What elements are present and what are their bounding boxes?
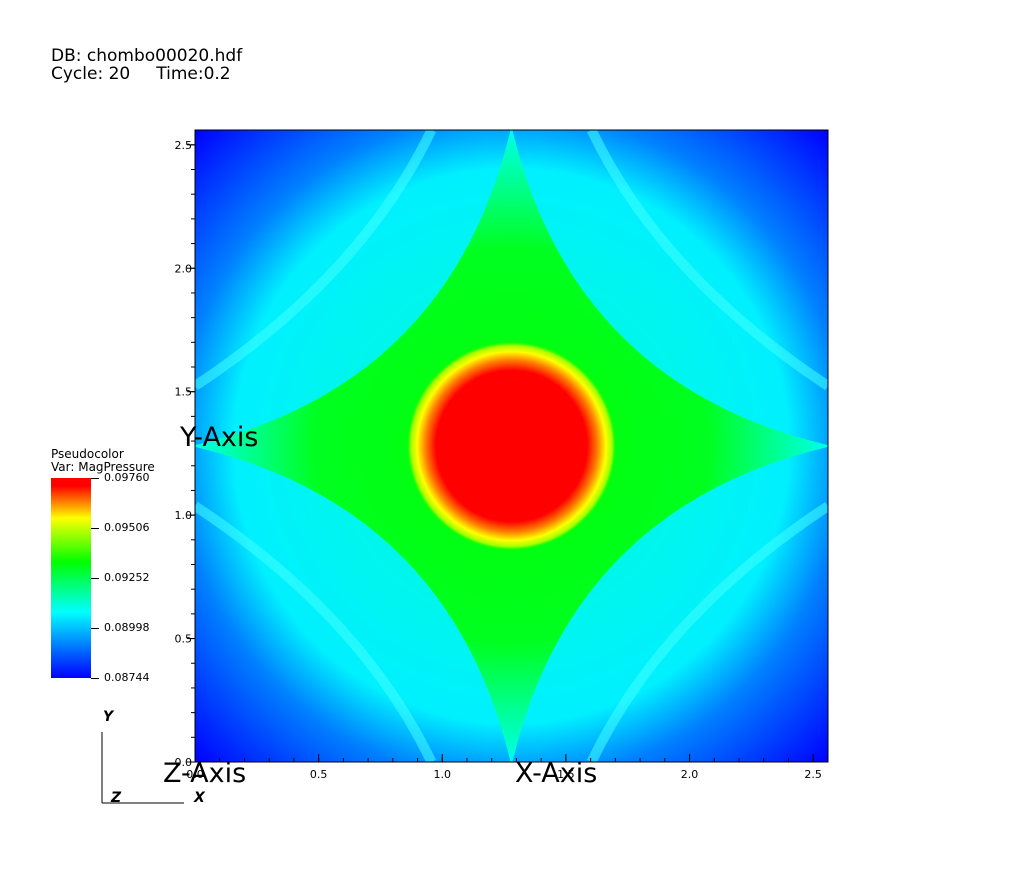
database-label: DB: chombo00020.hdf (51, 46, 243, 66)
colorbar-tick-label: 0.09252 (104, 571, 150, 584)
time-label: Time:0.2 (156, 64, 231, 84)
colorbar (51, 478, 91, 678)
x-tick-label: 1.0 (434, 768, 452, 781)
ridge-curve-3 (586, 501, 828, 762)
colorbar-tick-label: 0.09506 (104, 521, 150, 534)
y-tick-label: 0.0 (175, 756, 193, 769)
ridge-curve-0 (195, 130, 437, 391)
y-tick-label: 2.0 (175, 262, 193, 275)
axes: 0.0 0.5 1.0 1.5 2.0 2.5 0.0 0.5 1.0 1.5 2.0 2.5 (175, 139, 822, 781)
colorbar-tick (91, 628, 99, 629)
ridge-curve-2 (195, 501, 437, 762)
ridge-curve-1 (586, 130, 828, 391)
colorbar-tick (91, 478, 99, 479)
colorbar-tick-label: 0.08998 (104, 621, 150, 634)
triad-x-label: X (194, 790, 205, 806)
x-axis-title: X-Axis (515, 758, 598, 789)
y-tick-label: 0.5 (175, 633, 193, 646)
plot-frame (194, 129, 829, 763)
y-tick-label: 2.5 (175, 139, 193, 152)
z-axis-title: Z-Axis (163, 758, 247, 789)
legend-plot-type: Pseudocolor (51, 447, 124, 461)
y-axis-title: Y-Axis (180, 422, 259, 453)
triad-y-label: Y (103, 709, 114, 725)
x-tick-label: 1.5 (557, 768, 575, 781)
y-tick-label: 1.0 (175, 509, 193, 522)
colorbar-tick (91, 528, 99, 529)
cycle-label: Cycle: 20 (51, 64, 131, 84)
colorbar-tick-label: 0.09760 (104, 471, 150, 484)
axis-triad (101, 732, 184, 804)
cycle-time-line: Cycle: 20 Time:0.2 (51, 65, 231, 83)
legend-variable: Var: MagPressure (51, 460, 155, 474)
field-peak (406, 341, 617, 551)
x-tick-label: 0.5 (310, 768, 328, 781)
colorbar-tick-label: 0.08744 (104, 671, 150, 684)
x-tick-label: 0.0 (186, 768, 204, 781)
colorbar-tick (91, 578, 99, 579)
colorbar-tick (91, 678, 99, 679)
x-tick-label: 2.5 (804, 768, 822, 781)
heatmap-field (195, 130, 828, 762)
y-tick-label: 1.5 (175, 386, 193, 399)
triad-z-label: Z (111, 790, 122, 806)
x-tick-label: 2.0 (681, 768, 699, 781)
